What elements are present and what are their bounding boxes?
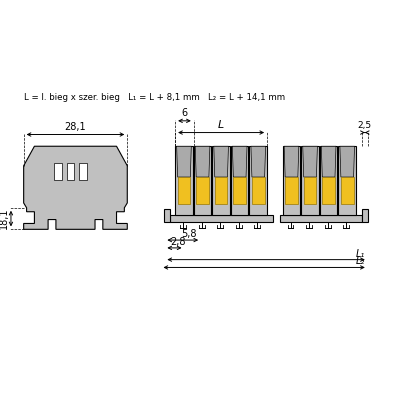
- Text: 2,8: 2,8: [171, 237, 186, 247]
- Bar: [320, 146, 338, 215]
- Text: 2,5: 2,5: [358, 121, 372, 130]
- Bar: [178, 177, 190, 204]
- Polygon shape: [232, 146, 247, 177]
- Bar: [322, 177, 335, 204]
- Bar: [67, 163, 74, 180]
- Text: L₁: L₁: [355, 249, 364, 259]
- Polygon shape: [340, 146, 354, 177]
- Bar: [362, 209, 368, 222]
- Bar: [233, 177, 246, 204]
- Polygon shape: [284, 146, 299, 177]
- Bar: [341, 177, 354, 204]
- Text: 5,8: 5,8: [181, 229, 196, 239]
- Polygon shape: [24, 146, 127, 229]
- Bar: [283, 146, 300, 215]
- Polygon shape: [195, 146, 210, 177]
- Bar: [215, 177, 228, 204]
- Text: 6: 6: [181, 108, 188, 118]
- Polygon shape: [177, 146, 191, 177]
- Bar: [79, 163, 87, 180]
- Bar: [285, 177, 298, 204]
- Bar: [231, 146, 248, 215]
- Bar: [194, 146, 211, 215]
- Text: L = l. bieg x szer. bieg   L₁ = L + 8,1 mm   L₂ = L + 14,1 mm: L = l. bieg x szer. bieg L₁ = L + 8,1 mm…: [24, 93, 285, 102]
- Bar: [304, 177, 316, 204]
- Bar: [170, 215, 273, 222]
- Bar: [338, 146, 356, 215]
- Polygon shape: [251, 146, 266, 177]
- Bar: [164, 209, 170, 222]
- Polygon shape: [214, 146, 228, 177]
- Bar: [212, 146, 230, 215]
- Text: L: L: [218, 120, 224, 130]
- Polygon shape: [321, 146, 336, 177]
- Bar: [301, 146, 319, 215]
- Bar: [252, 177, 265, 204]
- Text: 28,1: 28,1: [65, 122, 86, 132]
- Bar: [250, 146, 267, 215]
- Bar: [175, 146, 193, 215]
- Bar: [280, 215, 362, 222]
- Polygon shape: [303, 146, 318, 177]
- Text: L₂: L₂: [355, 256, 364, 266]
- Bar: [196, 177, 209, 204]
- Bar: [54, 163, 62, 180]
- Text: 18,1: 18,1: [0, 208, 9, 229]
